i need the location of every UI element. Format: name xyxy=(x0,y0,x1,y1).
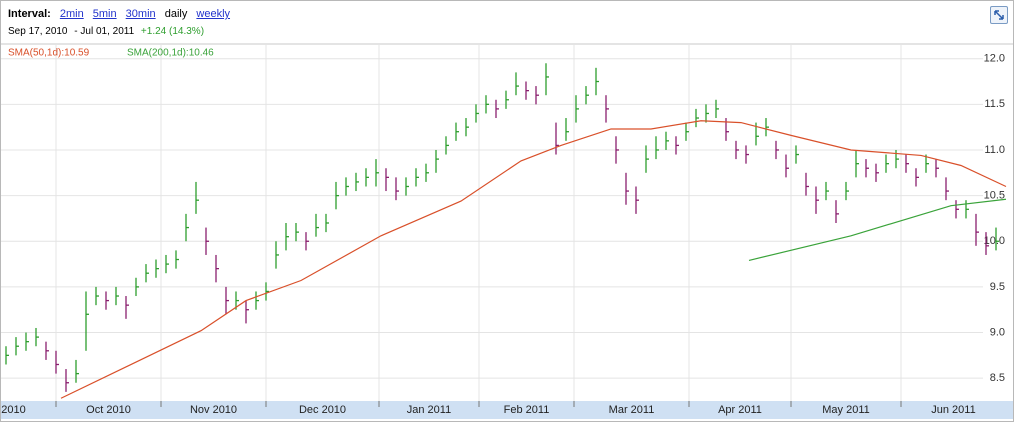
y-tick-label: 11.0 xyxy=(984,144,1005,156)
x-tick-label: May 2011 xyxy=(822,404,870,416)
y-tick-label: 11.5 xyxy=(984,98,1005,110)
x-tick-label: Nov 2010 xyxy=(190,404,237,416)
x-tick-label: Mar 2011 xyxy=(609,404,655,416)
start-date: Sep 17, 2010 xyxy=(8,26,68,37)
interval-link[interactable]: 2min xyxy=(59,8,84,20)
date-range: Sep 17, 2010 - Jul 01, 2011 +1.24 (14.3%… xyxy=(8,26,204,37)
sma-line xyxy=(748,198,1007,262)
y-tick-label: 10.0 xyxy=(984,235,1005,247)
y-tick-label: 10.5 xyxy=(984,190,1005,202)
y-tick-label: 9.5 xyxy=(990,281,1005,293)
x-tick-label: Dec 2010 xyxy=(299,404,346,416)
expand-button[interactable] xyxy=(990,6,1008,24)
legend-entry: SMA(200,1d):10.46 xyxy=(127,48,214,59)
x-tick-label: Jun 2011 xyxy=(931,404,975,416)
x-tick-label: Jan 2011 xyxy=(407,404,451,416)
change: +1.24 (14.3%) xyxy=(140,26,205,37)
x-axis-band xyxy=(1,401,1013,419)
x-tick-label: Apr 2011 xyxy=(718,404,762,416)
interval-bar: Interval: 2min 5min 30min daily weekly xyxy=(8,8,230,20)
interval-link[interactable]: weekly xyxy=(196,8,231,20)
end-date: - Jul 01, 2011 xyxy=(74,26,135,37)
interval-link[interactable]: 30min xyxy=(125,8,156,20)
x-tick-label: Feb 2011 xyxy=(504,404,550,416)
interval-label: Interval: xyxy=(8,8,51,20)
interval-current: daily xyxy=(164,8,188,20)
y-tick-label: 8.5 xyxy=(990,372,1005,384)
x-tick-label: Oct 2010 xyxy=(86,404,131,416)
expand-icon xyxy=(994,10,1004,20)
legend-entry: SMA(50,1d):10.59 xyxy=(8,48,90,59)
y-tick-label: 9.0 xyxy=(990,326,1005,338)
y-tick-label: 12.0 xyxy=(984,53,1005,65)
x-tick-label: 2010 xyxy=(1,404,25,416)
interval-link[interactable]: 5min xyxy=(92,8,117,20)
sma-line xyxy=(60,120,1007,399)
